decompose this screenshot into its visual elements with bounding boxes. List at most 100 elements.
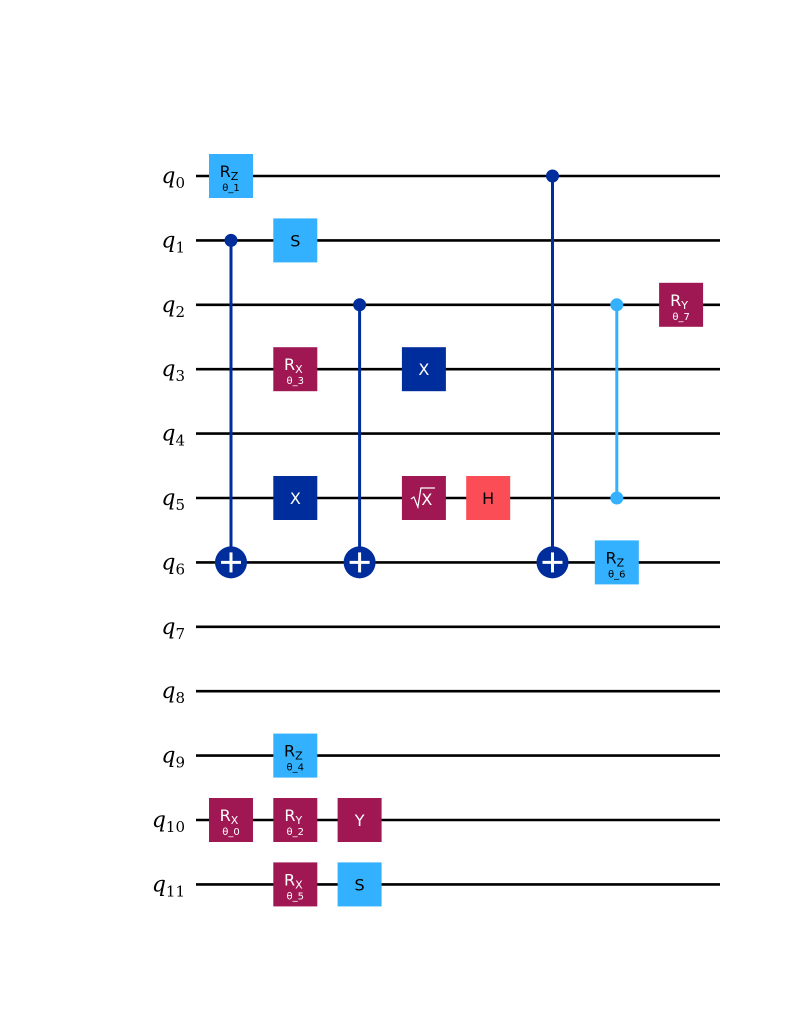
qubit-label-index: 8 xyxy=(175,689,185,707)
gate-label: RZ xyxy=(284,742,303,763)
qubit-label-index: 3 xyxy=(175,367,185,385)
gate-label: S xyxy=(290,231,300,250)
qubit-label-2: q2 xyxy=(161,293,185,321)
gate-box xyxy=(273,347,318,392)
controlled-gates xyxy=(215,169,624,579)
gate-label: RX xyxy=(220,806,239,827)
gate-box xyxy=(273,733,318,778)
cz-gate xyxy=(610,298,624,505)
qubit-label-index: 1 xyxy=(175,238,185,256)
gate-param: θ_2 xyxy=(287,827,304,838)
qubit-label-index: 5 xyxy=(175,496,185,514)
gate-rx: RXθ_5 xyxy=(273,862,318,907)
gate-box xyxy=(466,476,511,520)
gate-s: S xyxy=(337,862,382,907)
gate-rx: RXθ_0 xyxy=(209,798,253,842)
gate-label-sub: X xyxy=(231,814,239,827)
gate-x: X xyxy=(273,476,318,520)
gate-label-main: R xyxy=(670,291,681,310)
gate-label-sub: X xyxy=(295,363,303,376)
gate-param: θ_5 xyxy=(287,891,304,902)
gate-box xyxy=(594,540,639,585)
qubit-label-name: q xyxy=(161,164,175,189)
gate-param: θ_6 xyxy=(608,569,625,580)
qubit-label-name: q xyxy=(161,615,175,640)
gate-box xyxy=(273,798,318,842)
gate-box xyxy=(337,862,382,907)
control-dot xyxy=(610,491,624,505)
gate-label: X xyxy=(290,489,301,508)
gate-label-sub: Z xyxy=(295,750,303,763)
qubit-label-name: q xyxy=(161,744,175,769)
qubit-label-0: q0 xyxy=(161,164,185,192)
gate-box xyxy=(401,476,446,520)
qubit-label-name: q xyxy=(152,808,166,833)
gate-param: θ_4 xyxy=(287,763,304,774)
qubit-label-name: q xyxy=(152,872,166,897)
gate-label-sub: X xyxy=(295,878,303,891)
qubit-label-11: q11 xyxy=(152,872,185,900)
control-dot xyxy=(546,169,559,183)
control-dot xyxy=(610,298,624,312)
gate-box xyxy=(659,282,704,327)
gate-label: RY xyxy=(284,806,302,827)
gate-x: X xyxy=(401,476,446,520)
gate-label-main: R xyxy=(220,806,231,825)
gate-label-main: R xyxy=(284,806,295,825)
gate-label: RX xyxy=(284,870,303,891)
control-dot xyxy=(353,298,367,312)
gate-box xyxy=(337,798,382,842)
gate-box xyxy=(273,476,318,520)
gate-label: RY xyxy=(670,291,688,312)
gate-label: S xyxy=(355,875,365,894)
gate-label: RZ xyxy=(605,548,624,569)
qubit-label-index: 2 xyxy=(175,303,185,321)
gate-label: X xyxy=(421,490,432,509)
qubit-label-index: 6 xyxy=(175,560,185,578)
qubit-label-index: 9 xyxy=(175,754,185,772)
gate-label-sub: Z xyxy=(617,556,625,569)
qubit-label-index: 7 xyxy=(175,625,185,643)
gate-x: X xyxy=(401,347,446,392)
gate-box xyxy=(401,347,446,392)
gate-s: S xyxy=(273,218,318,263)
qubit-label-name: q xyxy=(161,228,175,253)
gate-param: θ_7 xyxy=(672,312,689,323)
gate-box xyxy=(273,862,318,907)
gate-label-sub: Z xyxy=(231,170,239,183)
gate-label-main: R xyxy=(284,742,295,761)
sqrt-icon xyxy=(410,487,435,510)
gate-box xyxy=(209,154,253,198)
qubit-label-8: q8 xyxy=(161,679,185,707)
gate-label-main: R xyxy=(284,870,295,889)
gate-ry: RYθ_7 xyxy=(659,282,704,327)
gate-label: RZ xyxy=(220,162,239,183)
qubit-label-index: 0 xyxy=(175,174,185,192)
gate-label: RX xyxy=(284,355,303,376)
qubit-wires xyxy=(196,174,720,886)
gate-label-sub: Y xyxy=(294,814,302,827)
cnot-gate xyxy=(343,298,376,579)
gate-param: θ_1 xyxy=(222,183,239,194)
gate-ry: RYθ_2 xyxy=(273,798,318,842)
gate-label-main: R xyxy=(605,548,616,567)
gate-label: H xyxy=(482,489,494,508)
qubit-label-5: q5 xyxy=(161,486,185,514)
qubit-label-index: 10 xyxy=(166,818,185,836)
gate-rz: RZθ_1 xyxy=(209,154,253,198)
qubit-label-9: q9 xyxy=(161,744,185,772)
qubit-label-10: q10 xyxy=(152,808,185,836)
gate-rx: RXθ_3 xyxy=(273,347,318,392)
gate-rz: RZθ_6 xyxy=(594,540,639,585)
qubit-label-index: 11 xyxy=(166,882,185,900)
qubit-label-name: q xyxy=(161,679,175,704)
qubit-label-6: q6 xyxy=(161,550,185,578)
qubit-label-name: q xyxy=(161,486,175,511)
qubit-label-name: q xyxy=(161,357,175,382)
qubit-label-name: q xyxy=(161,293,175,318)
qubit-label-index: 4 xyxy=(175,432,185,450)
cnot-gate xyxy=(536,169,569,579)
gate-param: θ_3 xyxy=(287,376,304,387)
